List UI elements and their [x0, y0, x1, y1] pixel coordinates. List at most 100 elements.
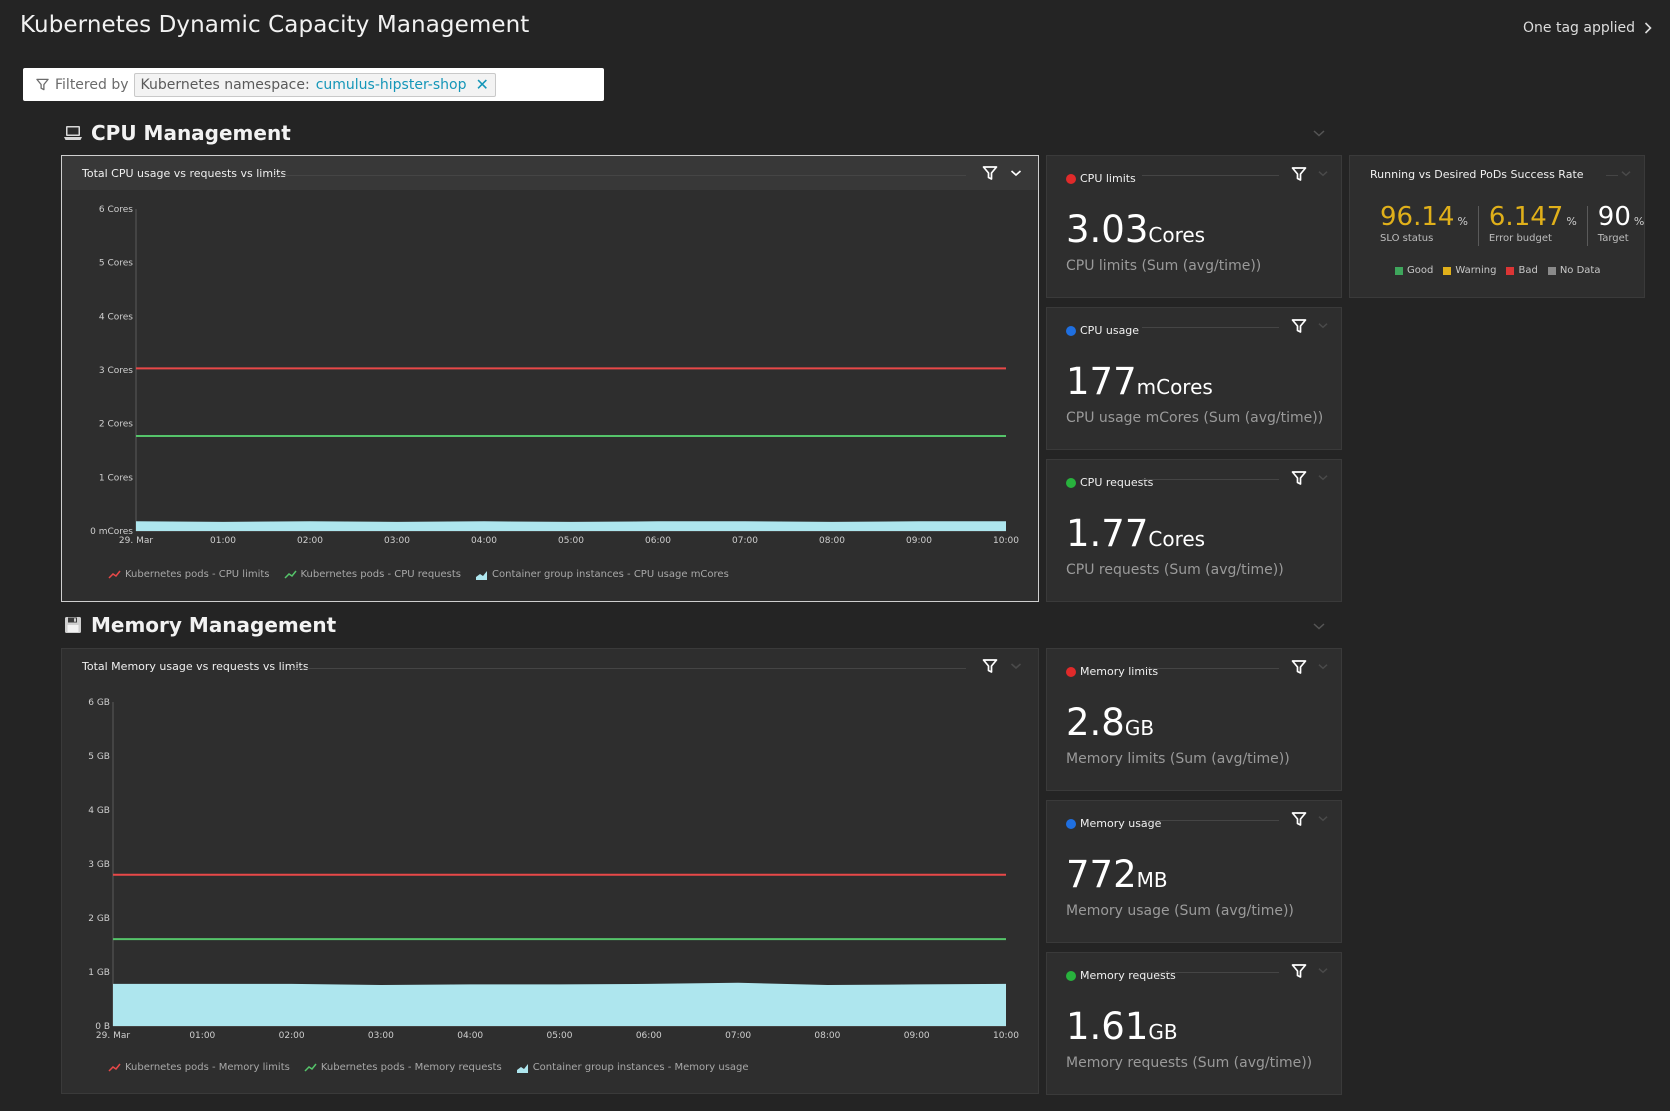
single-value-tile[interactable]: Memory usage 772MB Memory usage (Sum (avg/… [1046, 800, 1342, 943]
single-value-tile[interactable]: Memory limits 2.8GB Memory limits (Sum (av… [1046, 648, 1342, 791]
single-value-tile[interactable]: Memory requests 1.61GB Memory requests (Su… [1046, 952, 1342, 1095]
tile-dropdown-icon[interactable] [1620, 169, 1632, 178]
single-value-title: Memory limits [1066, 665, 1158, 678]
single-value-number: 2.8 [1066, 701, 1125, 744]
slo-budget: 6.147% Error budget [1479, 202, 1587, 246]
single-value: 3.03Cores [1066, 208, 1205, 251]
tile-filter-icon[interactable] [1291, 470, 1307, 486]
single-value-subtitle: CPU limits (Sum (avg/time)) [1066, 258, 1262, 274]
legend-item[interactable]: Kubernetes pods - CPU requests [283, 569, 461, 580]
single-value-tile[interactable]: CPU requests 1.77Cores CPU requests (Sum (… [1046, 459, 1342, 602]
x-tick-label: 06:00 [645, 536, 671, 546]
tile-dropdown-icon[interactable] [1317, 662, 1329, 671]
cpu-section-label: CPU Management [91, 121, 291, 145]
legend-warning: Warning [1443, 265, 1496, 276]
slo-target-label: Target [1597, 233, 1629, 244]
tile-filter-icon[interactable] [1291, 166, 1307, 182]
single-value-unit: GB [1148, 1020, 1178, 1044]
x-tick-label: 05:00 [558, 536, 584, 546]
title-rule [1142, 972, 1279, 973]
legend-label: No Data [1559, 265, 1601, 276]
memory-chart-header: Total Memory usage vs requests vs limits [62, 649, 1038, 683]
tile-dropdown-icon[interactable] [1010, 168, 1022, 178]
legend-label: Bad [1518, 265, 1538, 276]
legend-item[interactable]: Kubernetes pods - CPU limits [108, 569, 270, 580]
x-tick-label: 06:00 [636, 1031, 662, 1041]
tile-filter-icon[interactable] [982, 658, 998, 674]
legend-item[interactable]: Container group instances - Memory usage [516, 1062, 749, 1073]
single-value-tile[interactable]: CPU limits 3.03Cores CPU limits (Sum (avg/… [1046, 155, 1342, 298]
single-value: 177mCores [1066, 360, 1213, 403]
single-value-unit: Cores [1148, 223, 1206, 247]
tile-dropdown-icon[interactable] [1317, 169, 1329, 178]
page-title: Kubernetes Dynamic Capacity Management [20, 12, 530, 38]
y-tick-label: 3 GB [88, 860, 110, 870]
single-value-number: 3.03 [1066, 208, 1149, 251]
tile-filter-icon[interactable] [1291, 811, 1307, 827]
remove-filter-icon[interactable]: ✕ [475, 75, 489, 94]
filter-bar[interactable]: Filtered by Kubernetes namespace: cumulu… [23, 68, 604, 101]
divider [1586, 206, 1588, 246]
laptop-icon [64, 126, 82, 140]
filter-chip[interactable]: Kubernetes namespace: cumulus-hipster-sh… [133, 72, 496, 97]
single-value-number: 177 [1066, 360, 1137, 403]
slo-budget-label: Error budget [1488, 233, 1552, 244]
tile-dropdown-icon[interactable] [1317, 473, 1329, 482]
line-series-icon [304, 1063, 317, 1072]
y-tick-label: 0 B [95, 1022, 110, 1032]
x-tick-label: 10:00 [993, 1031, 1019, 1041]
y-tick-label: 5 Cores [99, 259, 133, 269]
legend-item[interactable]: Container group instances - CPU usage mC… [475, 569, 729, 580]
slo-legend: Good Warning Bad No Data [1395, 265, 1600, 276]
tile-filter-icon[interactable] [982, 165, 998, 181]
tile-dropdown-icon[interactable] [1317, 814, 1329, 823]
status-dot [1066, 666, 1076, 677]
x-tick-label: 04:00 [471, 536, 497, 546]
slo-target: 90% Target [1588, 202, 1655, 246]
chevron-right-icon [1644, 22, 1652, 34]
legend-label: Kubernetes pods - Memory requests [320, 1062, 502, 1073]
slo-tile[interactable]: Running vs Desired PoDs Success Rate 96.… [1349, 155, 1645, 298]
tile-dropdown-icon[interactable] [1010, 661, 1022, 671]
filter-label: Filtered by [55, 76, 129, 93]
memory-section-label: Memory Management [91, 613, 337, 637]
y-tick-label: 5 GB [88, 752, 110, 762]
single-value-subtitle: CPU usage mCores (Sum (avg/time)) [1066, 410, 1324, 426]
slo-status-label: SLO status [1380, 233, 1434, 244]
memory-chart-tile[interactable]: Total Memory usage vs requests vs limits… [61, 648, 1039, 1094]
filter-icon [36, 78, 49, 91]
tile-dropdown-icon[interactable] [1317, 321, 1329, 330]
tile-dropdown-icon[interactable] [1317, 966, 1329, 975]
tile-filter-icon[interactable] [1291, 318, 1307, 334]
x-tick-label: 08:00 [814, 1031, 840, 1041]
tile-filter-icon[interactable] [1291, 963, 1307, 979]
slo-title: Running vs Desired PoDs Success Rate [1370, 168, 1584, 181]
legend-good: Good [1395, 265, 1433, 276]
single-value-number: 772 [1066, 853, 1137, 896]
single-value-tile[interactable]: CPU usage 177mCores CPU usage mCores (Sum … [1046, 307, 1342, 450]
title-rule [1142, 820, 1279, 821]
x-tick-label: 01:00 [210, 536, 236, 546]
legend-item[interactable]: Kubernetes pods - Memory requests [304, 1062, 502, 1073]
x-tick-label: 07:00 [725, 1031, 751, 1041]
y-tick-label: 6 GB [88, 698, 110, 708]
memory-section-collapse-icon[interactable] [1312, 621, 1326, 631]
single-value-title: Memory requests [1066, 969, 1176, 982]
tile-filter-icon[interactable] [1291, 659, 1307, 675]
single-value-unit: MB [1136, 868, 1168, 892]
cpu-chart-title: Total CPU usage vs requests vs limits [82, 167, 287, 180]
x-tick-label: 08:00 [819, 536, 845, 546]
legend-label: Container group instances - Memory usage [532, 1062, 749, 1073]
single-value: 772MB [1066, 853, 1168, 896]
percent-sign: % [1566, 215, 1577, 228]
title-rule [1142, 479, 1279, 480]
cpu-section-collapse-icon[interactable] [1312, 128, 1326, 138]
legend-item[interactable]: Kubernetes pods - Memory limits [108, 1062, 290, 1073]
cpu-chart-tile[interactable]: Total CPU usage vs requests vs limits 0 … [61, 155, 1039, 602]
slo-target-value: 90 [1597, 202, 1631, 232]
percent-sign: % [1457, 215, 1468, 228]
y-tick-label: 0 mCores [90, 527, 133, 537]
x-tick-label: 07:00 [732, 536, 758, 546]
tags-applied-link[interactable]: One tag applied [1523, 20, 1652, 36]
title-rule [1142, 175, 1279, 176]
